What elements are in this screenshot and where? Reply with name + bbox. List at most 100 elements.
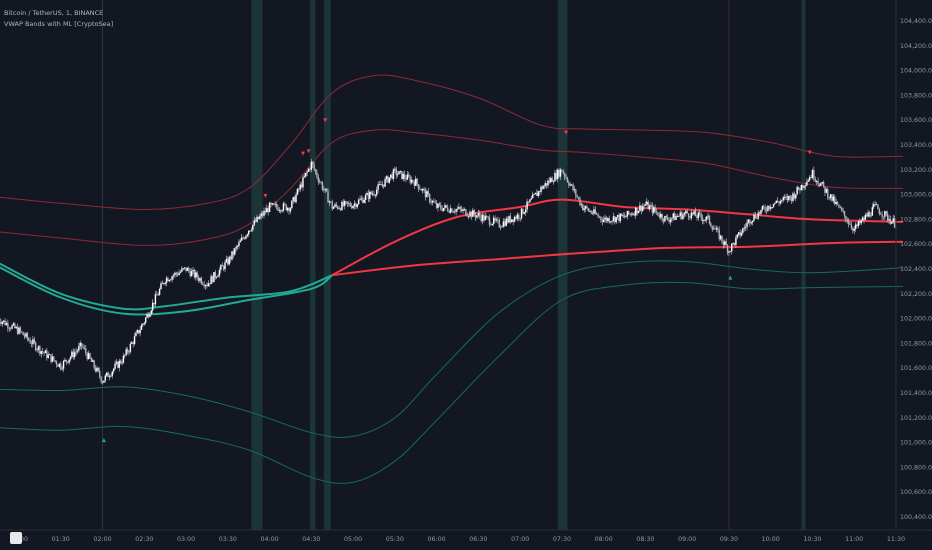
candle-body [789, 195, 791, 198]
candle-body [43, 352, 45, 354]
candle-body [491, 223, 494, 225]
candle-body [426, 191, 428, 198]
candle-body [224, 262, 226, 270]
candle-body [673, 213, 676, 220]
candle-body [440, 205, 442, 209]
candle-body [694, 210, 697, 217]
candlesticks [0, 158, 897, 385]
candle-body [637, 210, 640, 214]
candle-body [421, 188, 424, 191]
price-tick-label: 100,800.00 [900, 464, 932, 471]
candle-body [241, 237, 243, 241]
candle-body [138, 330, 140, 334]
candle-body [430, 201, 432, 203]
candle-body [820, 183, 822, 186]
candle-body [122, 355, 125, 363]
candle-body [593, 209, 595, 214]
candle-body [792, 193, 794, 201]
price-tick-label: 102,400.00 [900, 266, 932, 273]
candle-body [275, 204, 278, 208]
candle-body [492, 217, 495, 224]
candle-body [726, 245, 729, 253]
candle-body [320, 181, 322, 183]
candle-body [291, 200, 293, 209]
candle-body [157, 294, 159, 296]
price-axis[interactable]: 104,400.00 104,200.00 104,000.00 103,800.00… [900, 18, 932, 521]
candle-body [222, 266, 225, 270]
candle-body [523, 212, 526, 214]
time-axis[interactable]: 01:0001:3002:0002:3003:0003:3004:0004:30… [10, 536, 905, 543]
candle-body [47, 354, 49, 358]
candle-body [234, 248, 236, 255]
candle-body [841, 207, 843, 211]
candle-body [763, 206, 765, 208]
candle-body [428, 193, 431, 202]
candle-body [779, 201, 782, 204]
candle-body [243, 238, 246, 239]
candle-body [555, 172, 558, 179]
candle-body [374, 194, 377, 196]
candle-body [838, 204, 840, 208]
candle-body [460, 209, 463, 211]
candle-body [171, 276, 173, 280]
candle-body [529, 199, 531, 203]
candle-body [893, 218, 896, 228]
candle-body [465, 209, 467, 216]
buy-signal-marker [728, 275, 733, 280]
candle-body [345, 201, 347, 203]
candle-body [878, 209, 880, 214]
indicator-title[interactable]: VWAP Bands with ML [CryptoSea] [4, 20, 114, 28]
candle-body [857, 220, 860, 226]
candle-body [58, 363, 61, 367]
candle-body [21, 331, 23, 333]
candle-body [827, 189, 829, 198]
candle-body [442, 207, 445, 211]
candle-body [770, 207, 772, 209]
candle-body [875, 204, 878, 205]
candle-body [527, 201, 530, 203]
candle-body [168, 280, 171, 282]
candle-body [602, 219, 605, 222]
candle-body [444, 205, 446, 208]
candle-body [25, 333, 27, 337]
candle-body [550, 178, 552, 183]
candle-body [296, 188, 299, 195]
candle-body [321, 182, 324, 190]
time-tick-label: 07:00 [511, 536, 529, 543]
candle-body [150, 310, 152, 315]
time-tick-label: 09:30 [720, 536, 738, 543]
candle-body [302, 177, 304, 188]
candle-body [609, 221, 612, 223]
candle-body [692, 212, 694, 215]
candle-body [35, 342, 37, 351]
candle-body [584, 206, 587, 209]
candle-body [427, 191, 429, 194]
candle-body [481, 214, 484, 222]
candle-body [211, 276, 214, 283]
candle-body [594, 209, 597, 214]
candle-body [57, 364, 59, 367]
candle-body [497, 219, 499, 221]
candle-body [264, 210, 267, 213]
candle-body [751, 220, 754, 223]
candle-body [185, 267, 187, 271]
price-tick-label: 104,200.00 [900, 43, 932, 50]
candle-body [260, 213, 262, 217]
candle-body [658, 215, 661, 218]
candle-body [2, 320, 5, 322]
candle-body [817, 181, 819, 184]
time-tick-label: 06:30 [469, 536, 487, 543]
candle-body [126, 349, 129, 353]
candle-body [195, 272, 197, 278]
upper-band-line [0, 74, 904, 211]
candle-body [768, 205, 771, 209]
candle-body [877, 204, 879, 210]
candle-body [90, 358, 93, 362]
candle-body [558, 169, 560, 177]
sell-signal-marker [300, 151, 305, 156]
candle-body [530, 198, 532, 200]
symbol-title[interactable]: Bitcoin / TetherUS, 1, BINANCE [4, 9, 104, 17]
candle-body [622, 215, 624, 217]
candle-body [268, 202, 271, 212]
